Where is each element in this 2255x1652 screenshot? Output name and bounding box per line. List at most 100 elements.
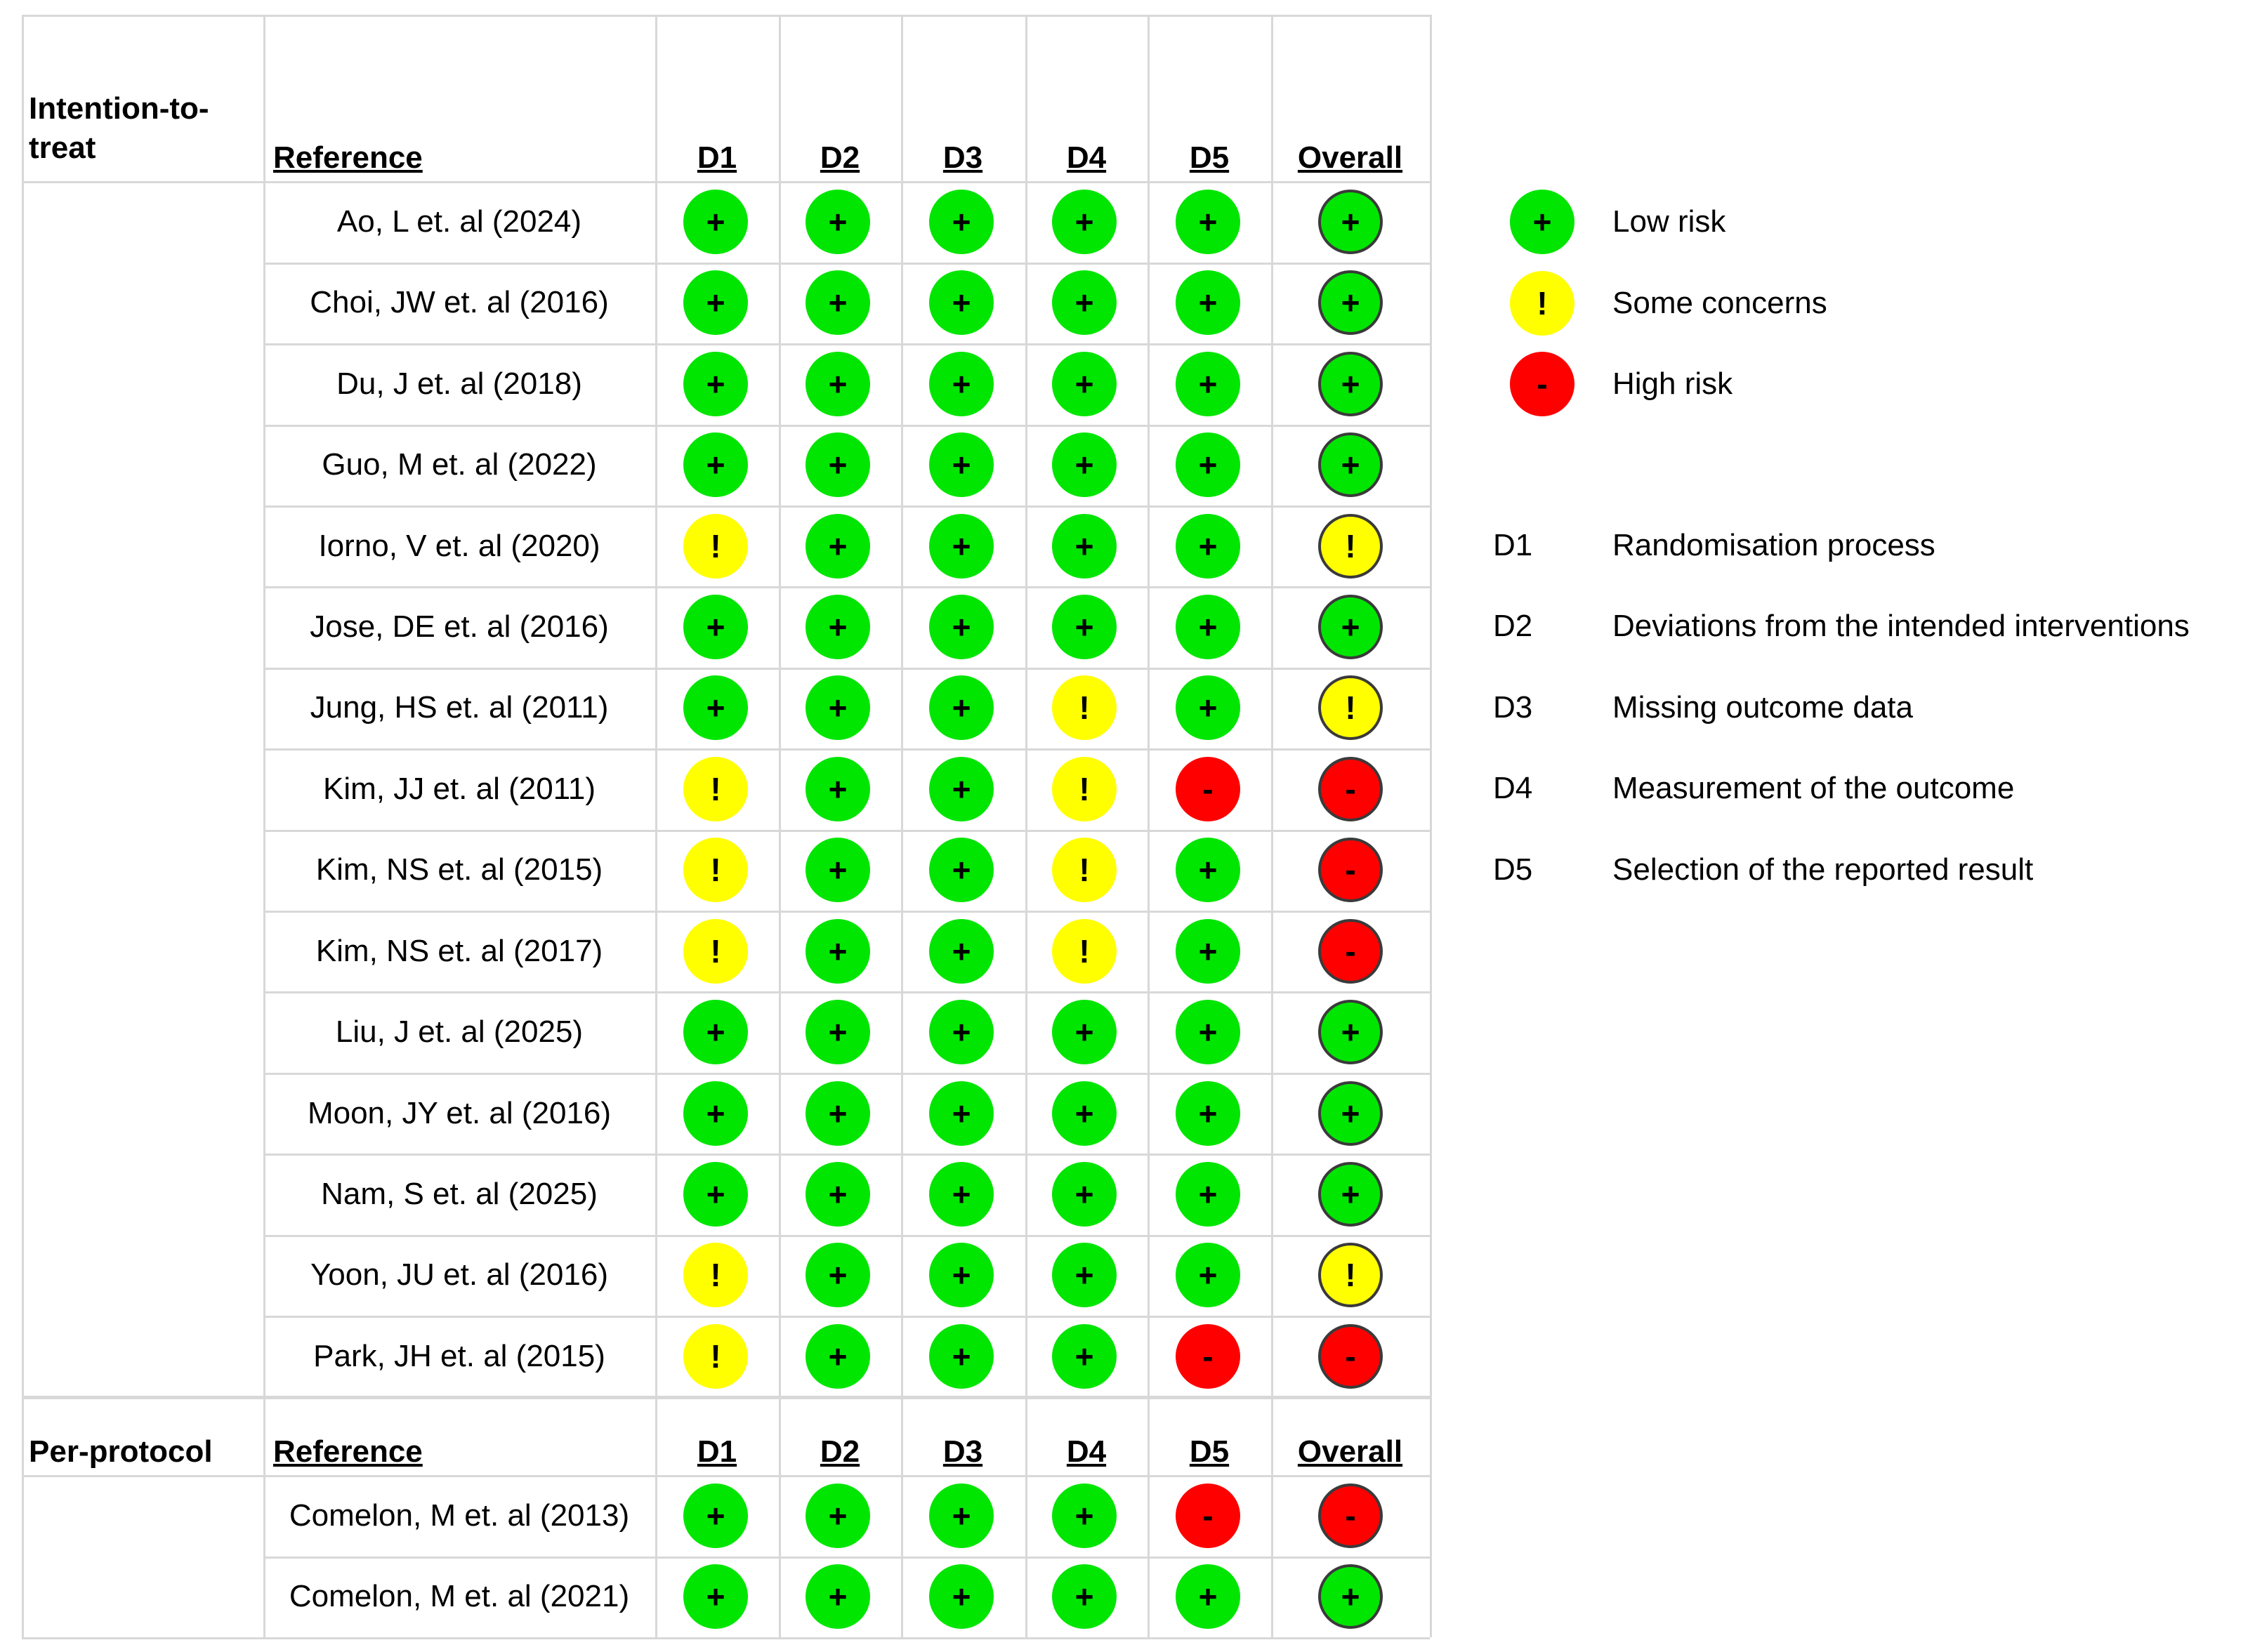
- overall-high-risk-icon: -: [1318, 838, 1383, 902]
- reference-cell: Comelon, M et. al (2021): [289, 1579, 630, 1613]
- d1-low-risk-icon: +: [683, 190, 748, 254]
- grid-line: [779, 15, 781, 1637]
- d3-low-risk-icon: +: [929, 1243, 994, 1307]
- d5-high-risk-icon: -: [1176, 1484, 1240, 1548]
- section-title-line: Intention-to-: [29, 91, 209, 126]
- d2-low-risk-icon: +: [806, 1564, 870, 1629]
- d4-low-risk-icon: +: [1052, 1324, 1117, 1389]
- d2-low-risk-icon: +: [806, 270, 870, 335]
- overall-low-risk-icon: +: [1318, 352, 1383, 416]
- grid-line: [263, 1154, 1430, 1156]
- d5-low-risk-icon: +: [1176, 352, 1240, 416]
- legend-minus-circle-icon: -: [1510, 352, 1574, 416]
- d2-low-risk-icon: +: [806, 919, 870, 984]
- d4-low-risk-icon: +: [1052, 1000, 1117, 1064]
- column-header-d4: D4: [1066, 140, 1107, 175]
- grid-line: [263, 1316, 1430, 1318]
- legend-risk-label: Some concerns: [1612, 286, 1827, 320]
- d1-low-risk-icon: +: [683, 1484, 748, 1548]
- d2-low-risk-icon: +: [806, 1000, 870, 1064]
- d4-low-risk-icon: +: [1052, 1484, 1117, 1548]
- d4-low-risk-icon: +: [1052, 270, 1117, 335]
- overall-low-risk-icon: +: [1318, 432, 1383, 497]
- d4-low-risk-icon: +: [1052, 1081, 1117, 1146]
- grid-line: [263, 505, 1430, 508]
- d3-low-risk-icon: +: [929, 595, 994, 659]
- column-header-d3: D3: [942, 140, 983, 175]
- grid-line: [263, 263, 1430, 265]
- d2-low-risk-icon: +: [806, 757, 870, 821]
- reference-cell: Ao, L et. al (2024): [336, 204, 582, 239]
- grid-line: [263, 748, 1430, 751]
- d3-low-risk-icon: +: [929, 514, 994, 579]
- grid-line: [22, 15, 1430, 17]
- legend-risk-label: Low risk: [1612, 204, 1726, 239]
- column-header-d2: D2: [820, 140, 860, 175]
- reference-cell: Kim, JJ et. al (2011): [323, 772, 596, 806]
- d4-low-risk-icon: +: [1052, 190, 1117, 254]
- d2-low-risk-icon: +: [806, 432, 870, 497]
- reference-cell: Nam, S et. al (2025): [321, 1177, 598, 1211]
- d5-low-risk-icon: +: [1176, 1243, 1240, 1307]
- grid-line: [263, 991, 1430, 993]
- column-header-d2: D2: [820, 1434, 860, 1469]
- grid-line: [263, 668, 1430, 670]
- d3-low-risk-icon: +: [929, 1564, 994, 1629]
- grid-line: [22, 1397, 1430, 1399]
- legend-domain-label: Measurement of the outcome: [1612, 771, 2015, 805]
- grid-line: [22, 1396, 1430, 1398]
- reference-cell: Yoon, JU et. al (2016): [310, 1257, 608, 1292]
- legend-domain-code: D4: [1493, 771, 1533, 805]
- d3-low-risk-icon: +: [929, 1000, 994, 1064]
- d1-some-risk-icon: !: [683, 1243, 748, 1307]
- d4-low-risk-icon: +: [1052, 352, 1117, 416]
- grid-line: [263, 586, 1430, 588]
- grid-line: [1025, 15, 1027, 1637]
- d4-low-risk-icon: +: [1052, 595, 1117, 659]
- d3-low-risk-icon: +: [929, 1324, 994, 1389]
- d1-low-risk-icon: +: [683, 352, 748, 416]
- reference-cell: Guo, M et. al (2022): [322, 447, 597, 482]
- d3-low-risk-icon: +: [929, 1484, 994, 1548]
- reference-header: Reference: [273, 1434, 423, 1469]
- d2-low-risk-icon: +: [806, 1324, 870, 1389]
- d2-low-risk-icon: +: [806, 595, 870, 659]
- d1-some-risk-icon: !: [683, 1324, 748, 1389]
- d2-low-risk-icon: +: [806, 514, 870, 579]
- legend-domain-code: D5: [1493, 852, 1533, 887]
- d3-low-risk-icon: +: [929, 1162, 994, 1227]
- reference-cell: Moon, JY et. al (2016): [307, 1096, 612, 1130]
- grid-line: [655, 15, 657, 1637]
- d5-low-risk-icon: +: [1176, 1000, 1240, 1064]
- reference-cell: Comelon, M et. al (2013): [289, 1498, 630, 1533]
- d1-low-risk-icon: +: [683, 675, 748, 740]
- overall-high-risk-icon: -: [1318, 919, 1383, 984]
- column-header-d5: D5: [1189, 140, 1230, 175]
- reference-cell: Iorno, V et. al (2020): [318, 529, 600, 563]
- d2-low-risk-icon: +: [806, 675, 870, 740]
- d1-low-risk-icon: +: [683, 595, 748, 659]
- d3-low-risk-icon: +: [929, 1081, 994, 1146]
- reference-cell: Jose, DE et. al (2016): [310, 609, 609, 644]
- d4-some-risk-icon: !: [1052, 757, 1117, 821]
- legend-plus-circle-icon: +: [1510, 190, 1574, 254]
- d4-some-risk-icon: !: [1052, 838, 1117, 902]
- reference-cell: Liu, J et. al (2025): [335, 1015, 584, 1049]
- d3-low-risk-icon: +: [929, 270, 994, 335]
- grid-line: [1148, 15, 1150, 1637]
- d5-low-risk-icon: +: [1176, 838, 1240, 902]
- grid-line: [263, 1557, 1430, 1559]
- reference-cell: Kim, NS et. al (2015): [315, 852, 603, 887]
- d1-low-risk-icon: +: [683, 1162, 748, 1227]
- reference-cell: Jung, HS et. al (2011): [310, 690, 609, 725]
- d2-low-risk-icon: +: [806, 190, 870, 254]
- overall-low-risk-icon: +: [1318, 1000, 1383, 1064]
- overall-low-risk-icon: +: [1318, 270, 1383, 335]
- d5-low-risk-icon: +: [1176, 675, 1240, 740]
- d1-some-risk-icon: !: [683, 757, 748, 821]
- grid-line: [263, 15, 265, 1637]
- legend-domain-label: Randomisation process: [1612, 528, 1935, 562]
- d5-high-risk-icon: -: [1176, 757, 1240, 821]
- grid-line: [263, 343, 1430, 345]
- legend-domain-code: D2: [1493, 609, 1533, 643]
